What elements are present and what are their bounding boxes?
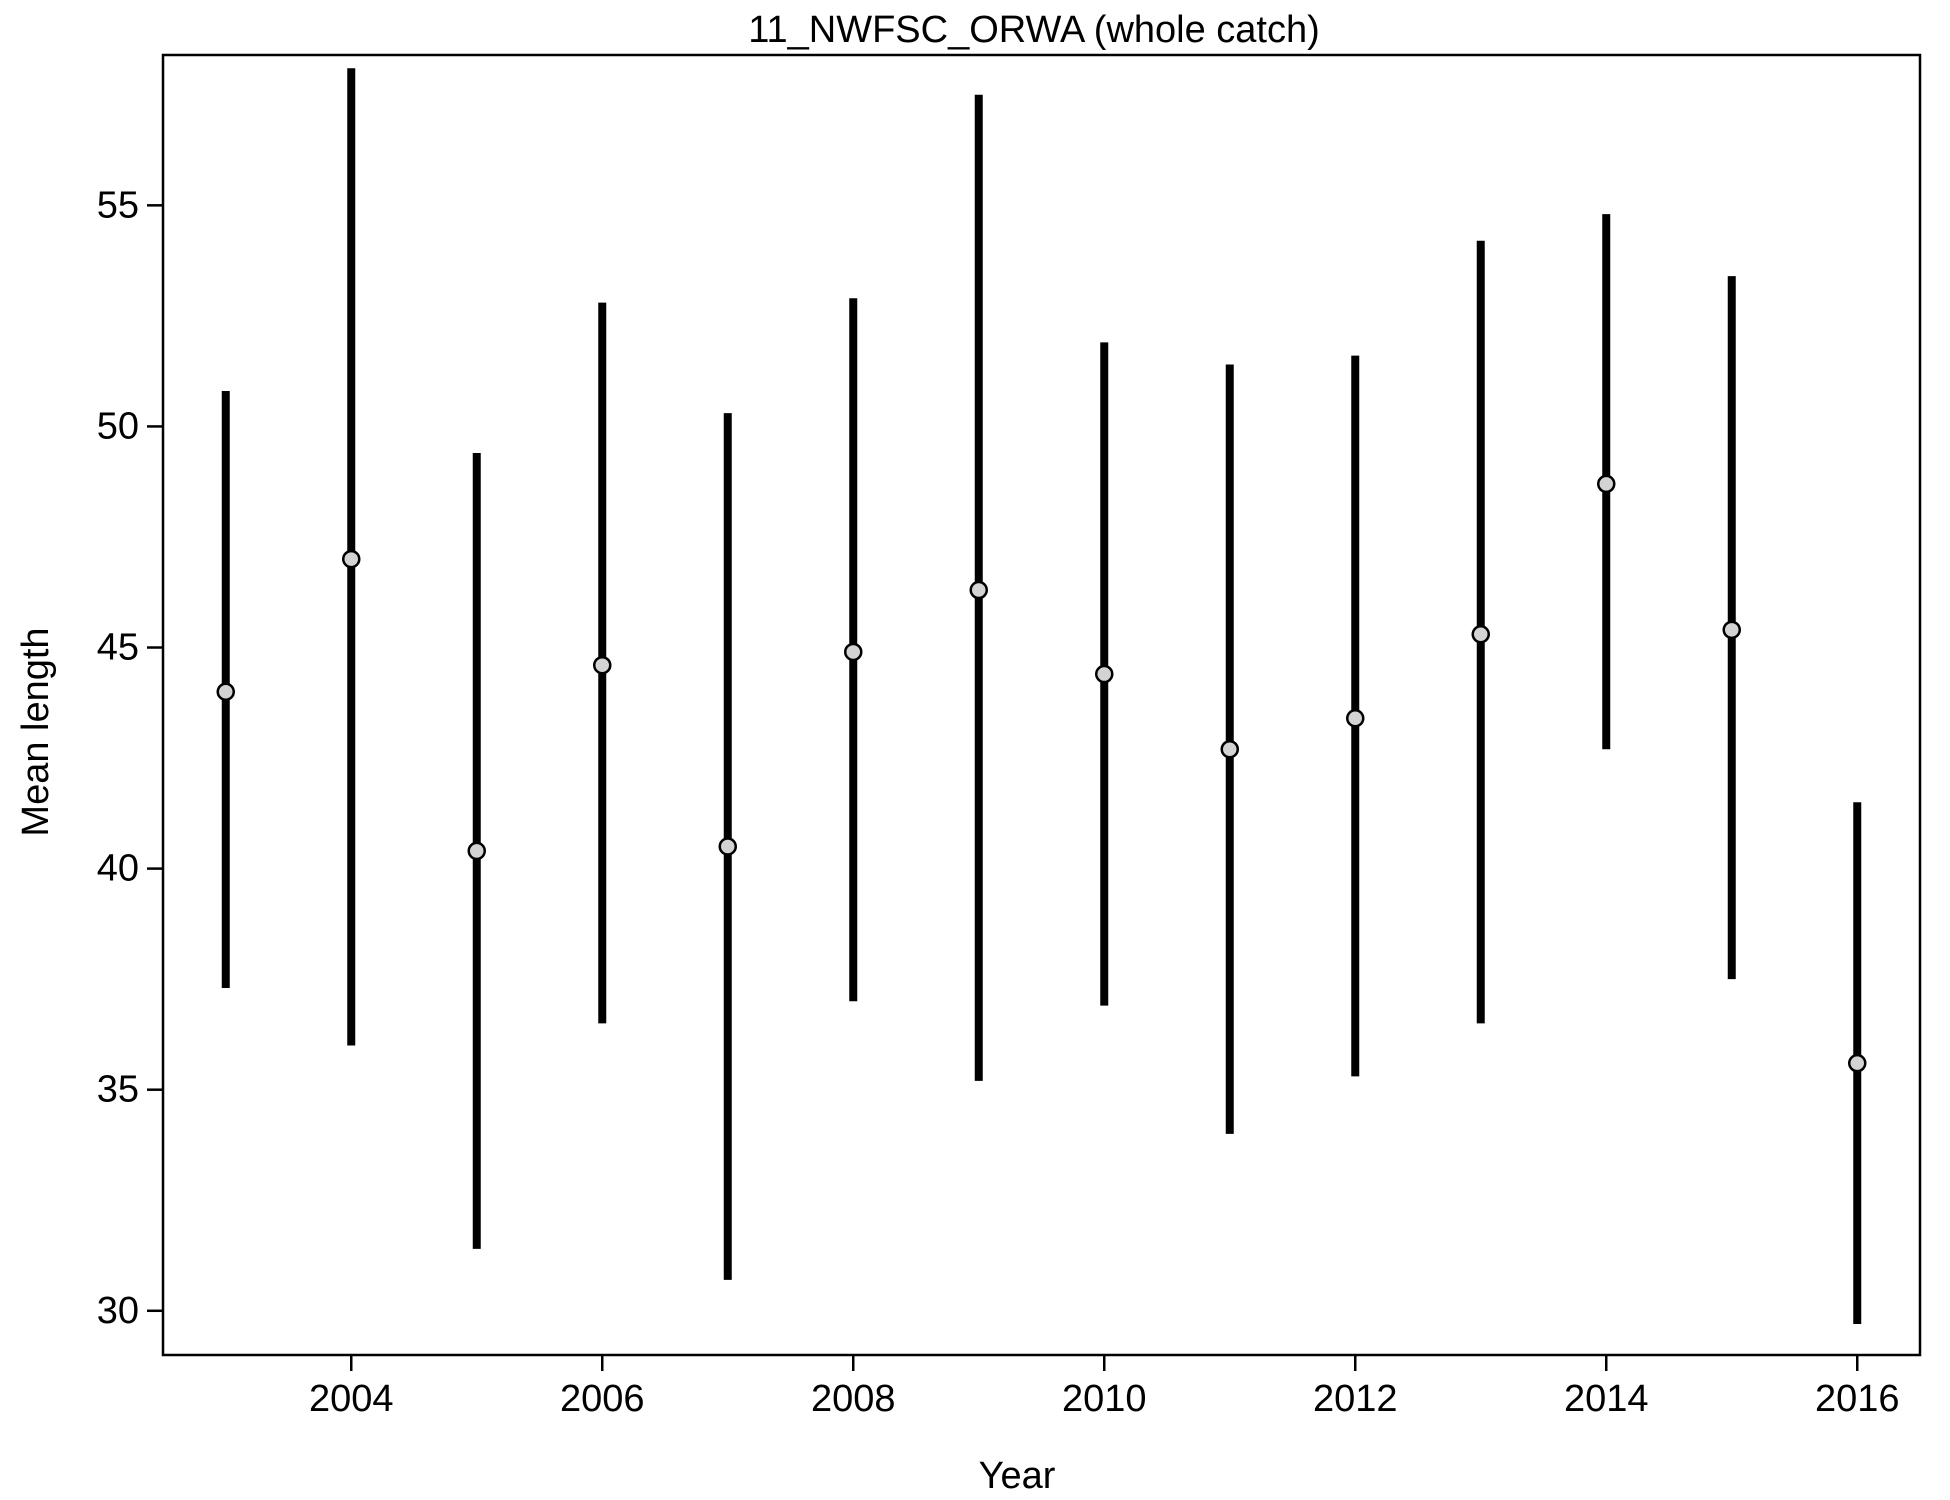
x-tick-label: 2006 bbox=[560, 1378, 645, 1420]
data-point bbox=[1220, 739, 1239, 759]
data-point bbox=[1597, 474, 1616, 494]
x-tick-label: 2016 bbox=[1815, 1378, 1900, 1420]
data-point bbox=[1848, 1053, 1867, 1073]
y-tick-label: 40 bbox=[97, 848, 139, 890]
y-tick-label: 35 bbox=[97, 1069, 139, 1111]
data-point bbox=[1471, 625, 1490, 644]
y-tick-label: 30 bbox=[97, 1290, 139, 1332]
data-point bbox=[844, 642, 863, 662]
data-marks bbox=[216, 68, 1867, 1325]
data-point bbox=[342, 549, 361, 569]
chart-title: 11_NWFSC_ORWA (whole catch) bbox=[748, 9, 1320, 51]
data-point bbox=[718, 837, 737, 856]
x-tick-label: 2008 bbox=[811, 1378, 896, 1420]
y-tick-label: 45 bbox=[97, 627, 139, 669]
y-tick-label: 55 bbox=[97, 184, 139, 226]
plot-area-frame bbox=[161, 53, 1922, 1357]
y-axis-label: Mean length bbox=[15, 627, 57, 836]
x-axis: 2004 2006 2008 2010 2012 2014 2016 bbox=[309, 1355, 1900, 1420]
x-tick-label: 2010 bbox=[1062, 1378, 1147, 1420]
data-point bbox=[593, 655, 612, 675]
y-axis: 30 35 40 45 50 55 bbox=[97, 184, 163, 1332]
data-point bbox=[969, 580, 988, 600]
x-tick-label: 2004 bbox=[309, 1378, 394, 1420]
data-point bbox=[216, 682, 235, 701]
data-point bbox=[1095, 664, 1114, 684]
x-tick-label: 2014 bbox=[1564, 1378, 1649, 1420]
data-point bbox=[1346, 709, 1365, 728]
x-axis-label: Year bbox=[979, 1455, 1056, 1497]
x-tick-label: 2012 bbox=[1313, 1378, 1398, 1420]
data-point bbox=[1722, 620, 1741, 640]
y-tick-label: 50 bbox=[97, 405, 139, 447]
data-point bbox=[467, 841, 486, 861]
